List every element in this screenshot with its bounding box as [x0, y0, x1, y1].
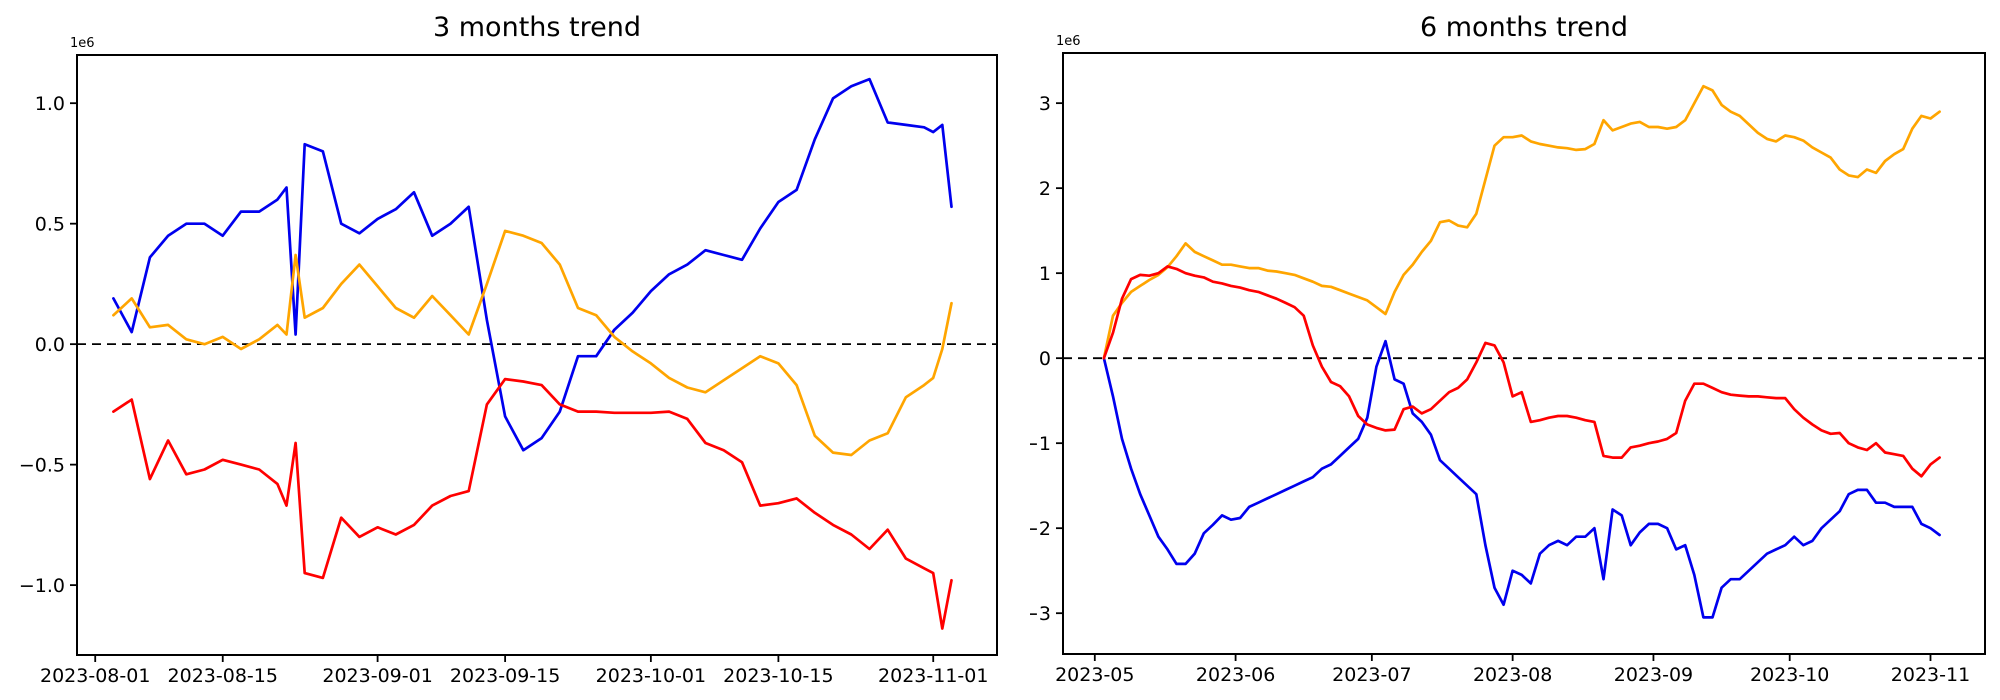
chart-title-left: 3 months trend: [433, 12, 641, 43]
y-tick-label: −0.5: [19, 455, 65, 477]
x-tick-label: 2023-06: [1196, 664, 1275, 686]
x-tick-label: 2023-11-01: [878, 665, 988, 687]
x-tick-label: 2023-07: [1332, 664, 1411, 686]
y-tick-label: 0.5: [35, 214, 65, 236]
y-tick-label: −3: [1030, 603, 1051, 625]
y-axis-offset-label-left: 1e6: [70, 36, 95, 51]
chart-6-months-trend: 2023-05 2023-06 2023-07 2023-08 2023-09 2023-…: [1030, 12, 1986, 686]
x-tick-label: 2023-09-15: [450, 665, 560, 687]
x-tick-label: 2023-11: [1891, 664, 1970, 686]
x-tick-label: 2023-05: [1055, 664, 1134, 686]
plot-area-left: 2023-08-01 2023-08-15 2023-09-01 2023-09-15…: [19, 54, 998, 687]
y-tick-label: −2: [1030, 518, 1051, 540]
x-tick-label: 2023-09: [1614, 664, 1693, 686]
y-tick-label: 2: [1039, 178, 1051, 200]
x-tick-label: 2023-08-15: [168, 665, 278, 687]
x-tick-label: 2023-10: [1750, 664, 1829, 686]
x-tick-label: 2023-10-15: [723, 665, 833, 687]
axes-spines: [1062, 52, 1986, 655]
y-tick-label: 0: [1039, 348, 1051, 370]
series-line-orange: [112, 229, 953, 457]
x-tick-label: 2023-08-01: [40, 665, 150, 687]
plot-area-right: 2023-05 2023-06 2023-07 2023-08 2023-09 2023-…: [1030, 52, 1986, 686]
y-axis-offset-label-right: 1e6: [1056, 34, 1081, 49]
series-line-red: [1102, 265, 1941, 478]
y-tick-label: −1: [1030, 433, 1051, 455]
chart-title-right: 6 months trend: [1420, 12, 1628, 43]
y-tick-label: 1.0: [35, 93, 65, 115]
chart-3-months-trend: 2023-08-01 2023-08-15 2023-09-01 2023-09-15…: [19, 12, 998, 687]
y-tick-label: −1.0: [19, 575, 65, 597]
x-tick-label: 2023-08: [1473, 664, 1552, 686]
x-tick-label: 2023-09-01: [322, 665, 432, 687]
series-line-red: [112, 377, 953, 630]
series-line-blue: [1102, 339, 1941, 619]
y-tick-label: 3: [1039, 93, 1051, 115]
x-tick-label: 2023-10-01: [596, 665, 706, 687]
y-tick-label: 1: [1039, 263, 1051, 285]
y-tick-label: 0.0: [35, 334, 65, 356]
series-line-blue: [112, 77, 953, 452]
series-line-orange: [1102, 84, 1941, 360]
axes-spines: [76, 54, 998, 656]
